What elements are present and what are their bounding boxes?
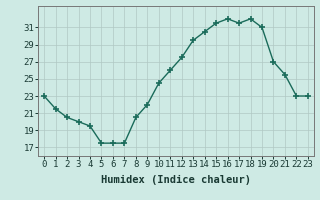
X-axis label: Humidex (Indice chaleur): Humidex (Indice chaleur) [101, 175, 251, 185]
